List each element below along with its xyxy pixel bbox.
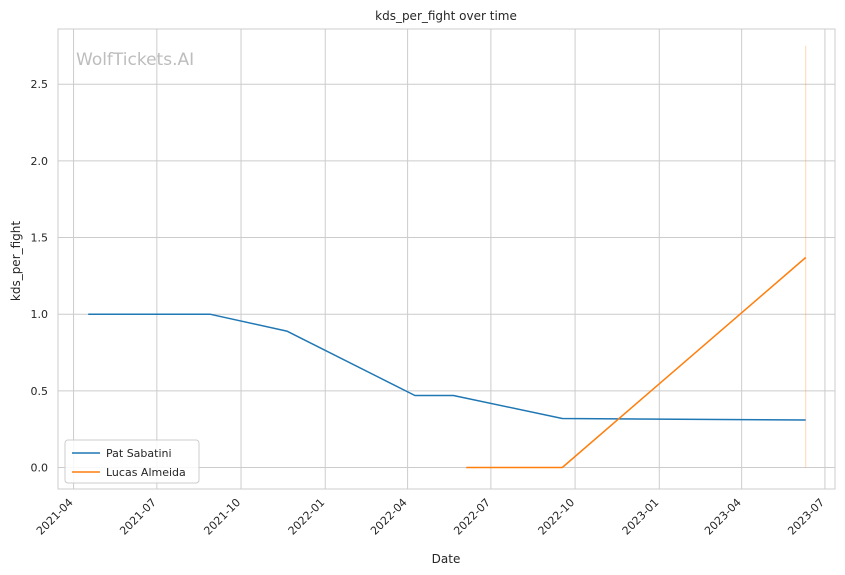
x-tick-label: 2023-04 bbox=[702, 496, 744, 538]
legend-label-pat-sabatini: Pat Sabatini bbox=[106, 447, 172, 460]
y-tick-label: 1.5 bbox=[31, 232, 49, 245]
y-tick-label: 1.0 bbox=[31, 308, 49, 321]
y-axis-ticks: 0.0 0.5 1.0 1.5 2.0 2.5 bbox=[31, 78, 49, 474]
y-tick-label: 0.5 bbox=[31, 385, 49, 398]
series-lines bbox=[88, 256, 807, 469]
series-line-lucas-almeida bbox=[466, 256, 807, 469]
x-tick-label: 2022-01 bbox=[286, 496, 328, 538]
x-tick-label: 2023-01 bbox=[620, 496, 662, 538]
x-tick-label: 2021-10 bbox=[201, 496, 243, 538]
x-tick-label: 2022-04 bbox=[368, 496, 410, 538]
x-tick-label: 2023-07 bbox=[785, 496, 827, 538]
x-axis-label: Date bbox=[432, 552, 461, 566]
legend: Pat Sabatini Lucas Almeida bbox=[64, 439, 200, 484]
x-tick-label: 2021-04 bbox=[34, 496, 76, 538]
y-axis-label: kds_per_fight bbox=[9, 221, 23, 302]
y-tick-label: 0.0 bbox=[31, 462, 49, 475]
watermark: WolfTickets.AI bbox=[76, 50, 194, 70]
y-tick-label: 2.5 bbox=[31, 78, 49, 91]
x-tick-label: 2022-07 bbox=[451, 496, 493, 538]
chart-title: kds_per_fight over time bbox=[375, 9, 517, 23]
x-tick-label: 2021-07 bbox=[117, 496, 159, 538]
plot-frame bbox=[57, 28, 836, 490]
series-line-pat-sabatini bbox=[88, 313, 806, 421]
x-tick-label: 2022-10 bbox=[536, 496, 578, 538]
legend-label-lucas-almeida: Lucas Almeida bbox=[106, 466, 186, 479]
x-axis-ticks: 2021-04 2021-07 2021-10 2022-01 2022-04 2022-… bbox=[34, 496, 827, 538]
y-tick-label: 2.0 bbox=[31, 155, 49, 168]
